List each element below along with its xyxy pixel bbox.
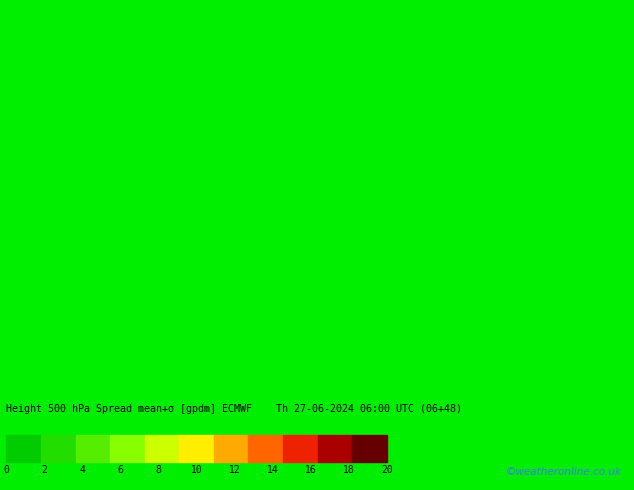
Bar bbox=[283, 435, 318, 462]
Text: 10: 10 bbox=[191, 466, 202, 475]
Text: 14: 14 bbox=[267, 466, 278, 475]
Text: 4: 4 bbox=[79, 466, 86, 475]
Text: 18: 18 bbox=[343, 466, 354, 475]
Bar bbox=[145, 435, 179, 462]
Bar bbox=[249, 435, 283, 462]
Bar bbox=[6, 435, 41, 462]
Text: 20: 20 bbox=[381, 466, 392, 475]
Bar bbox=[179, 435, 214, 462]
Text: 8: 8 bbox=[155, 466, 162, 475]
Text: 6: 6 bbox=[117, 466, 124, 475]
Text: 2: 2 bbox=[41, 466, 48, 475]
Text: 16: 16 bbox=[305, 466, 316, 475]
Bar bbox=[214, 435, 249, 462]
Text: 12: 12 bbox=[229, 466, 240, 475]
Bar bbox=[318, 435, 352, 462]
Bar bbox=[352, 435, 387, 462]
Text: ©weatheronline.co.uk: ©weatheronline.co.uk bbox=[505, 467, 621, 477]
Text: Height 500 hPa Spread mean+σ [gpdm] ECMWF    Th 27-06-2024 06:00 UTC (06+48): Height 500 hPa Spread mean+σ [gpdm] ECMW… bbox=[6, 404, 462, 415]
Bar bbox=[75, 435, 110, 462]
Text: 0: 0 bbox=[3, 466, 10, 475]
Bar bbox=[110, 435, 145, 462]
Bar bbox=[41, 435, 75, 462]
